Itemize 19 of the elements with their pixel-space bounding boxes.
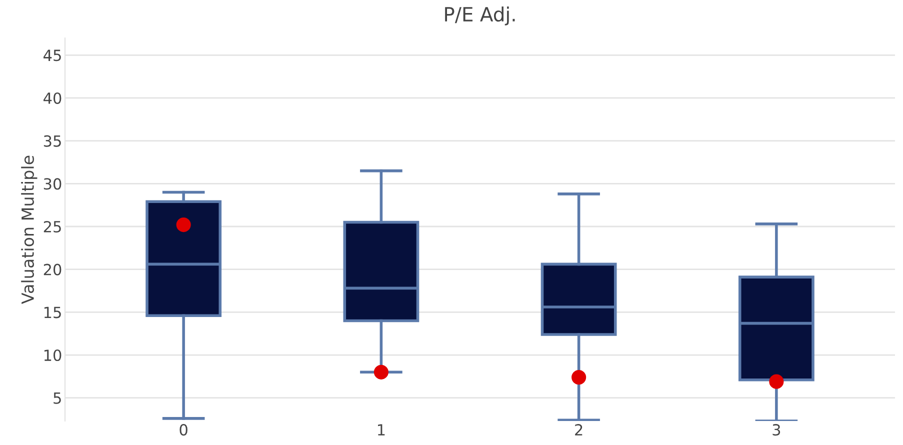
y-tick-label: 25 [44, 220, 61, 233]
point [176, 218, 191, 232]
y-tick-label: 40 [44, 92, 62, 104]
y-tick-label: 30 [44, 178, 62, 190]
y-tick-label: 10 [44, 349, 62, 362]
point [572, 370, 586, 385]
y-tick-label: 15 [44, 306, 61, 318]
x-tick-label: 2 [575, 424, 582, 436]
point [769, 374, 784, 389]
y-axis-title: Valuation Multiple [21, 156, 38, 304]
y-tick-label: 5 [54, 392, 61, 404]
y-tick-label: 20 [44, 264, 62, 276]
x-tick-label: 0 [180, 424, 188, 436]
point [374, 364, 388, 380]
y-tick-label: 45 [44, 50, 61, 62]
x-tick-label: 3 [772, 424, 780, 436]
chart-title: P/E Adj. [445, 6, 515, 26]
y-tick-label: 35 [44, 135, 61, 147]
x-tick-label: 1 [378, 424, 385, 436]
